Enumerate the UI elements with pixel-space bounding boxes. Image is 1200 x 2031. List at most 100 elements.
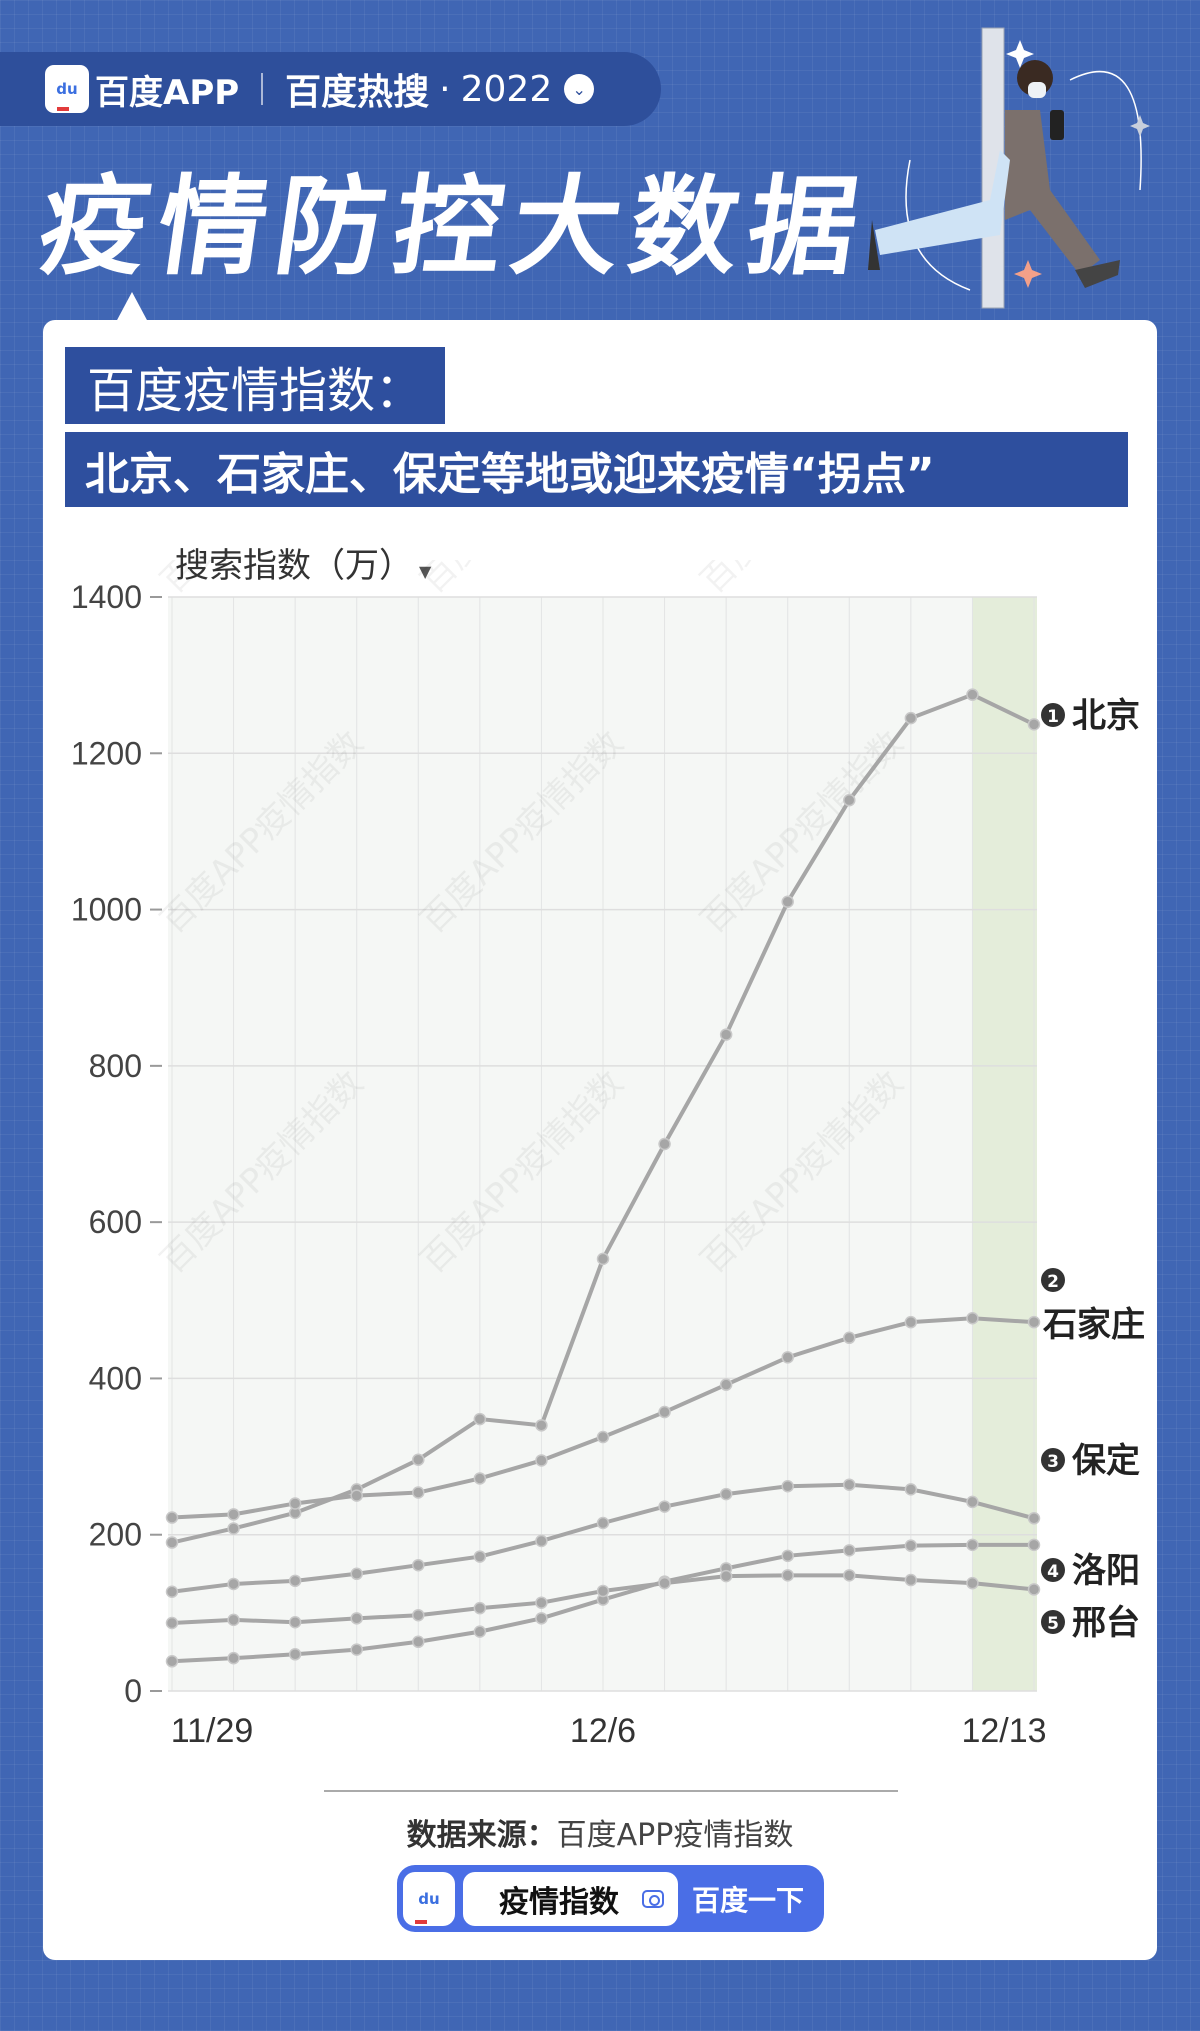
rank-badge bbox=[1041, 1448, 1065, 1472]
source-text: 百度APP疫情指数 bbox=[556, 1818, 794, 1853]
series-label: 邢台 bbox=[1072, 1603, 1140, 1643]
illustration-man-through-door bbox=[868, 27, 1150, 309]
data-point bbox=[535, 1612, 548, 1625]
data-point bbox=[596, 1252, 610, 1266]
data-point bbox=[473, 1412, 487, 1426]
data-point bbox=[288, 1574, 302, 1588]
chevron-down-icon[interactable]: ⌄ bbox=[564, 74, 595, 104]
data-point bbox=[843, 1331, 856, 1345]
y-axis-label-text: 搜索指数（万） bbox=[175, 546, 413, 586]
data-point bbox=[350, 1567, 363, 1581]
data-point bbox=[1027, 1538, 1041, 1552]
data-point bbox=[781, 1480, 794, 1493]
data-point bbox=[596, 1516, 610, 1530]
rank-number: 1 bbox=[1047, 707, 1059, 727]
data-point bbox=[843, 793, 856, 807]
data-point bbox=[350, 1643, 363, 1656]
data-point bbox=[966, 1576, 979, 1590]
data-point bbox=[165, 1655, 179, 1668]
data-point bbox=[350, 1489, 363, 1502]
data-point bbox=[288, 1497, 302, 1510]
x-tick-label: 12/13 bbox=[961, 1712, 1046, 1750]
data-point bbox=[719, 1569, 733, 1583]
data-point bbox=[165, 1616, 179, 1630]
data-point bbox=[843, 1544, 856, 1557]
data-point bbox=[412, 1608, 425, 1622]
data-point bbox=[781, 1569, 794, 1582]
triangle-down-icon: ▼ bbox=[419, 562, 432, 581]
data-source: 数据来源：百度APP疫情指数 bbox=[0, 1810, 1200, 1854]
y-tick-label: 400 bbox=[89, 1360, 142, 1396]
x-tick-label: 12/6 bbox=[570, 1712, 636, 1750]
y-tick-label: 1400 bbox=[71, 579, 142, 615]
year: 2022 bbox=[460, 68, 553, 110]
data-point bbox=[719, 1378, 733, 1391]
y-tick-label: 600 bbox=[89, 1204, 142, 1240]
search-query: 疫情指数 bbox=[499, 1884, 619, 1920]
data-point bbox=[843, 1569, 856, 1582]
y-tick-label: 1000 bbox=[71, 892, 142, 928]
search-button[interactable]: 百度一下 bbox=[691, 1883, 804, 1917]
rank-badge bbox=[1041, 1610, 1065, 1634]
data-point bbox=[719, 1487, 733, 1501]
data-point bbox=[535, 1534, 548, 1548]
highlight-band bbox=[972, 597, 1037, 1691]
x-tick-label: 11/29 bbox=[171, 1712, 254, 1750]
y-tick-label: 1200 bbox=[71, 735, 142, 771]
camera-icon[interactable] bbox=[641, 1889, 664, 1908]
data-point bbox=[227, 1577, 240, 1591]
data-point bbox=[1027, 1512, 1041, 1525]
data-point bbox=[412, 1453, 425, 1466]
data-point bbox=[165, 1585, 179, 1599]
y-axis-label: 搜索指数（万） ▼ bbox=[175, 538, 431, 587]
data-point bbox=[904, 711, 918, 725]
y-tick-label: 200 bbox=[89, 1517, 142, 1553]
data-point bbox=[473, 1625, 487, 1638]
data-point bbox=[658, 1137, 671, 1151]
rank-badge bbox=[1041, 703, 1065, 727]
brand-name: 百度APP bbox=[95, 72, 240, 113]
watermark: 百度APP疫情指数 bbox=[413, 560, 631, 601]
rank-number: 3 bbox=[1047, 1452, 1059, 1472]
data-point bbox=[596, 1430, 610, 1444]
rank-badge bbox=[1041, 1268, 1065, 1292]
data-point bbox=[904, 1483, 918, 1496]
data-point bbox=[288, 1648, 302, 1661]
data-point bbox=[473, 1601, 487, 1615]
data-point bbox=[535, 1454, 548, 1467]
data-point bbox=[904, 1573, 918, 1587]
data-point bbox=[719, 1028, 733, 1041]
page-title: 疫情防控大数据 bbox=[31, 165, 876, 290]
data-point bbox=[966, 688, 979, 701]
data-point bbox=[1027, 1315, 1041, 1329]
data-point bbox=[658, 1500, 671, 1513]
data-point bbox=[781, 1351, 794, 1364]
watermark: 百度APP疫情指数 bbox=[153, 560, 371, 601]
rank-badge bbox=[1041, 1558, 1065, 1582]
data-point bbox=[781, 1549, 794, 1563]
search-bar[interactable]: du 疫情指数 百度一下 bbox=[397, 1865, 824, 1932]
data-point bbox=[412, 1558, 425, 1572]
data-point bbox=[781, 895, 794, 909]
y-tick-label: 800 bbox=[89, 1048, 142, 1084]
data-point bbox=[966, 1312, 979, 1325]
data-point bbox=[596, 1584, 610, 1598]
baidu-logo-icon: du bbox=[45, 65, 89, 113]
divider bbox=[261, 73, 264, 105]
line-chart: 0 200 400 600 800 1000 1200 1400 11/29 12/6 12/13 百… bbox=[71, 560, 1145, 1750]
data-point bbox=[904, 1315, 918, 1329]
data-point bbox=[535, 1419, 548, 1432]
series-label: 洛阳 bbox=[1072, 1551, 1140, 1591]
data-point bbox=[227, 1522, 240, 1535]
data-point bbox=[227, 1613, 240, 1627]
rank-number: 5 bbox=[1047, 1614, 1059, 1634]
search-input[interactable]: 疫情指数 bbox=[463, 1871, 678, 1926]
data-point bbox=[904, 1539, 918, 1552]
data-point bbox=[165, 1511, 179, 1524]
card-pointer bbox=[116, 292, 148, 322]
data-point bbox=[473, 1550, 487, 1563]
watermark: 百度APP疫情指数 bbox=[693, 560, 911, 601]
subtitle-label: 百度疫情指数： bbox=[65, 347, 445, 424]
data-point bbox=[288, 1615, 302, 1629]
data-point bbox=[843, 1478, 856, 1491]
